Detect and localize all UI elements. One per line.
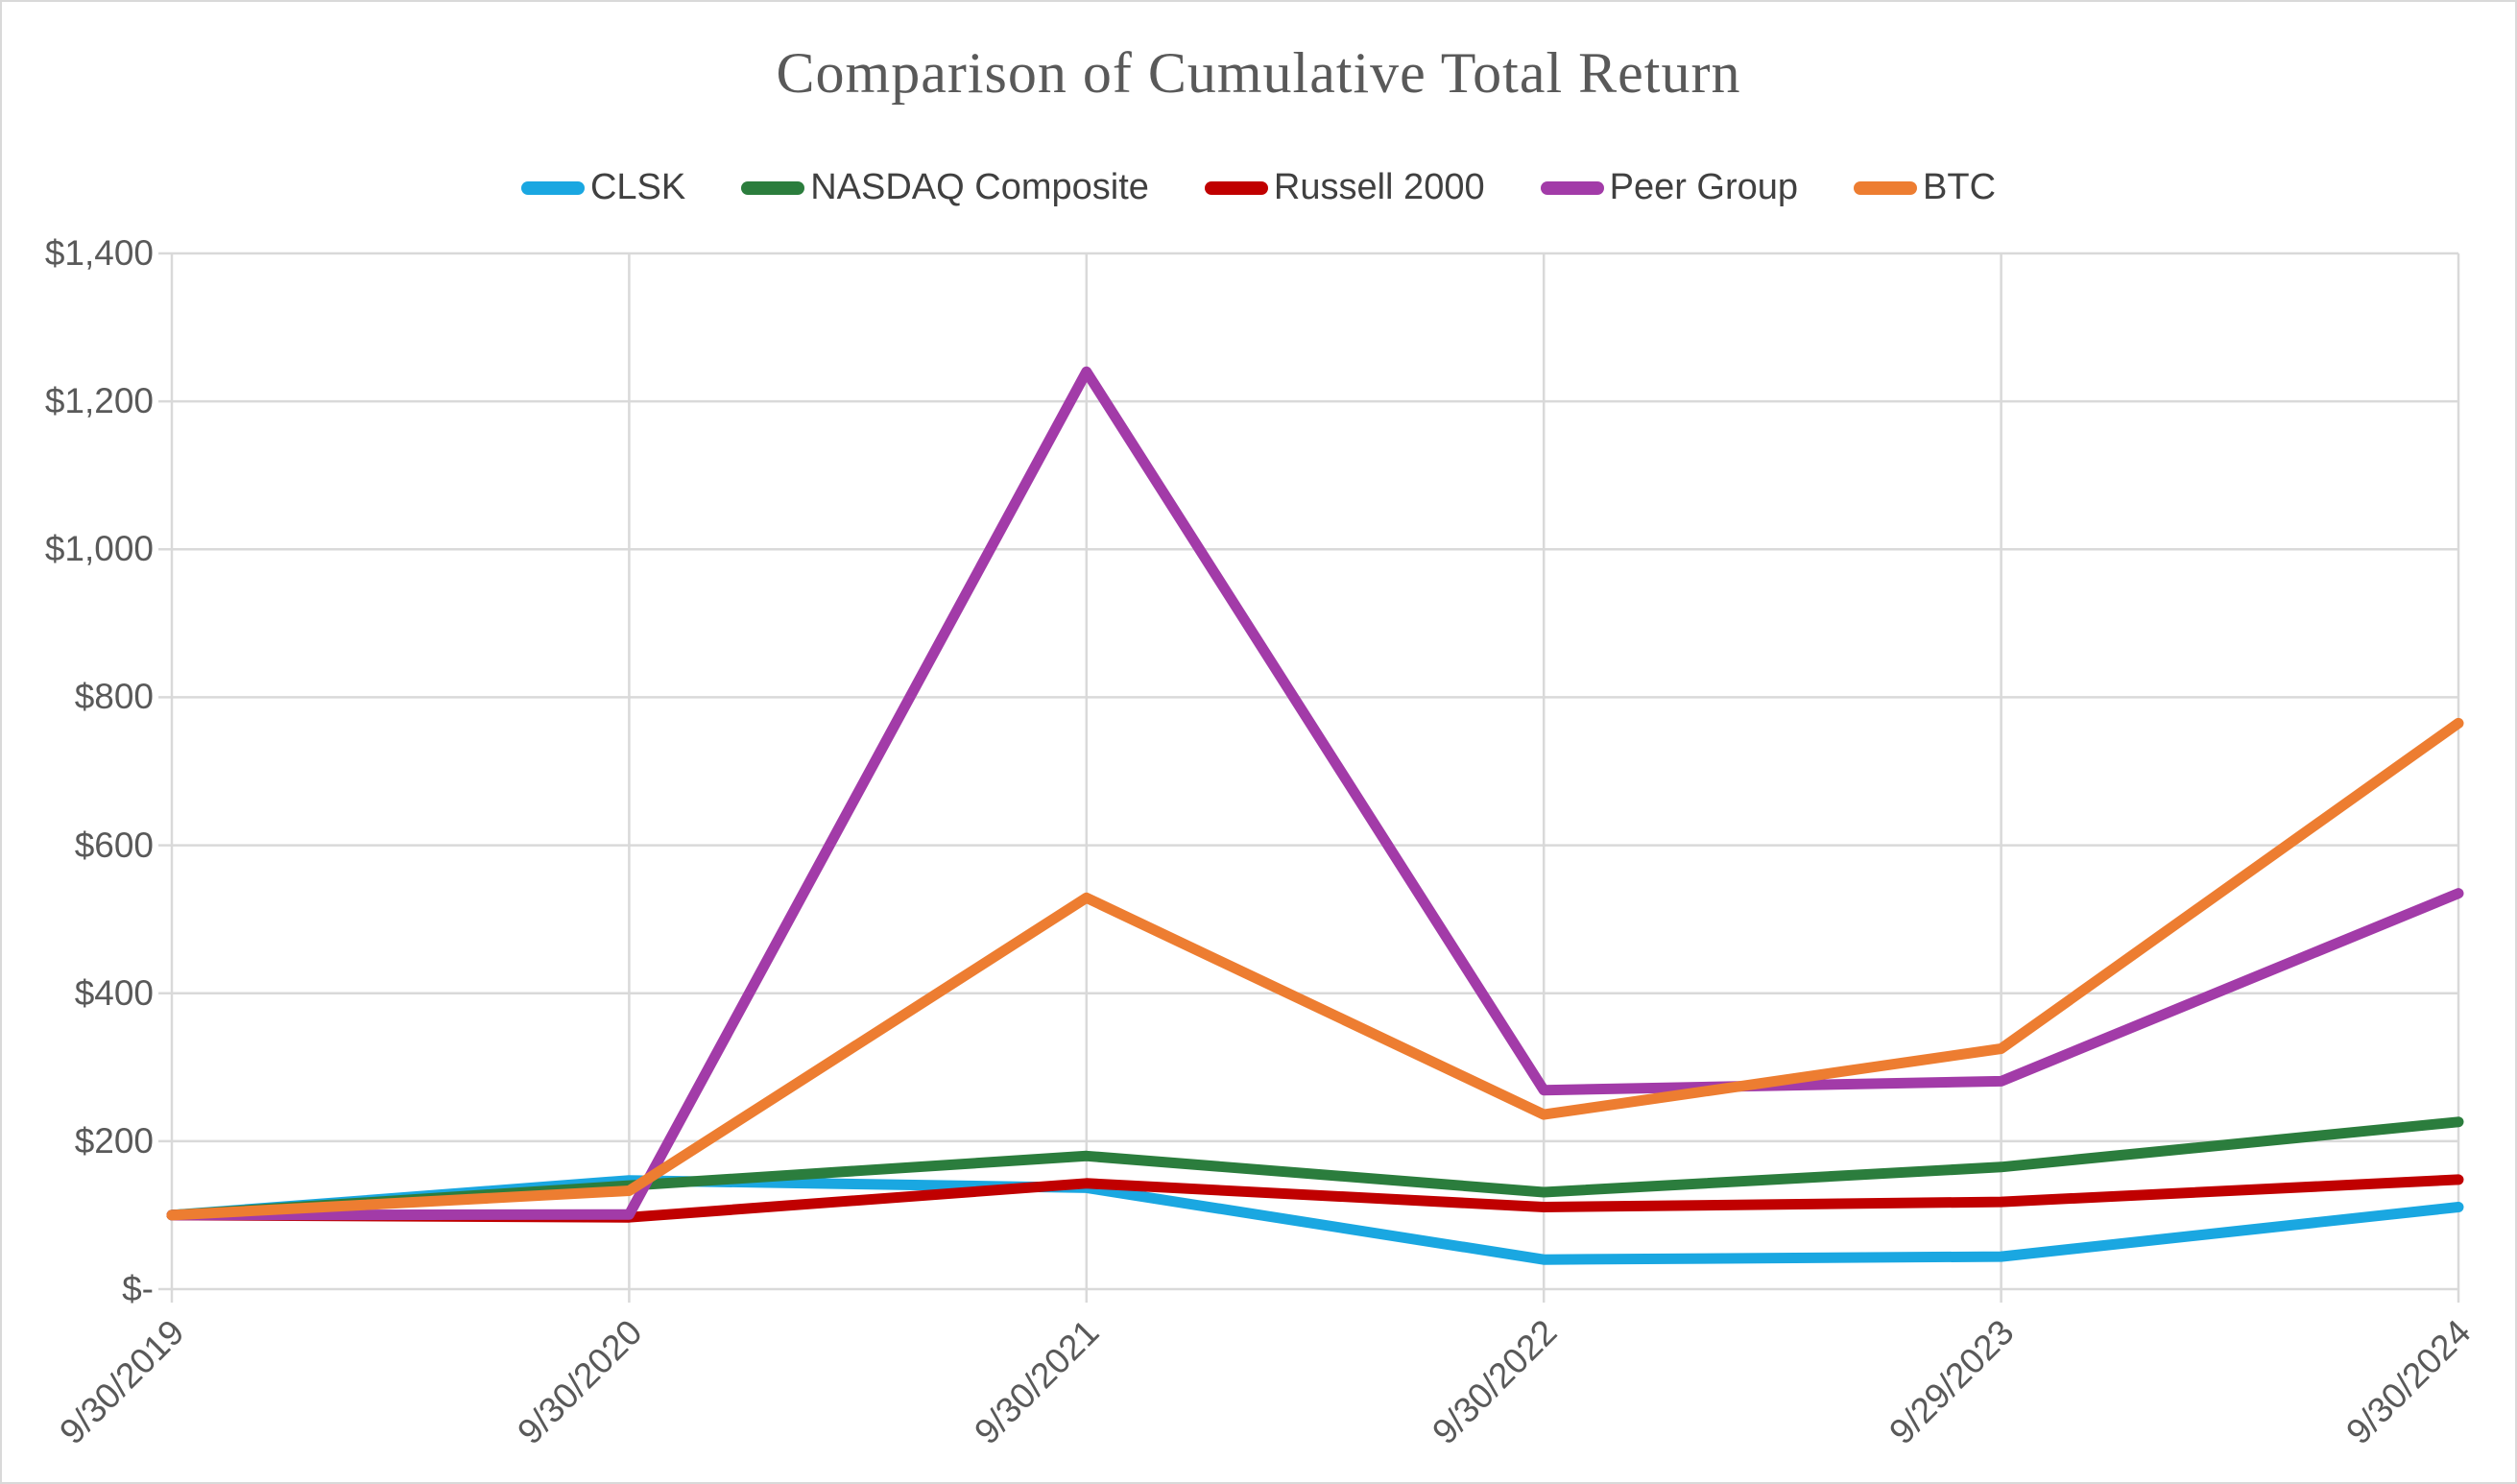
legend-label-nasdaq-composite: NASDAQ Composite (810, 167, 1149, 207)
series-line-peer-group (166, 366, 2464, 1221)
legend-item-nasdaq-composite: NASDAQ Composite (741, 167, 1149, 208)
legend-swatch-peer-group (1540, 180, 1604, 195)
chart-title: Comparison of Cumulative Total Return (776, 41, 1741, 105)
y-tick-label-600: $600 (74, 825, 154, 865)
y-tick-label-400: $400 (74, 972, 154, 1013)
y-tick-label-200: $200 (74, 1120, 154, 1161)
legend-item-russell-2000: Russell 2000 (1204, 167, 1485, 208)
legend-label-russell-2000: Russell 2000 (1273, 167, 1485, 207)
legend-swatch-btc (1854, 180, 1918, 195)
legend-item-peer-group: Peer Group (1540, 167, 1799, 208)
legend-swatch-nasdaq-composite (741, 180, 805, 195)
legend-swatch-clsk (520, 180, 585, 195)
legend-label-peer-group: Peer Group (1609, 167, 1799, 207)
series-line-btc (166, 717, 2464, 1221)
legend-label-clsk: CLSK (589, 167, 686, 207)
legend-label-btc: BTC (1923, 167, 1997, 207)
y-tick-label-1400: $1,400 (44, 233, 154, 273)
legend-item-clsk: CLSK (520, 167, 686, 208)
legend-swatch-russell-2000 (1204, 180, 1268, 195)
y-tick-label-1000: $1,000 (44, 529, 154, 569)
y-tick-label-1200: $1,200 (44, 381, 154, 421)
y-tick-label-0: $- (122, 1269, 154, 1308)
y-tick-label-800: $800 (74, 677, 154, 717)
chart-legend: CLSK NASDAQ Composite Russell 2000 Peer Gro… (2, 167, 2515, 208)
legend-item-btc: BTC (1854, 167, 1996, 208)
